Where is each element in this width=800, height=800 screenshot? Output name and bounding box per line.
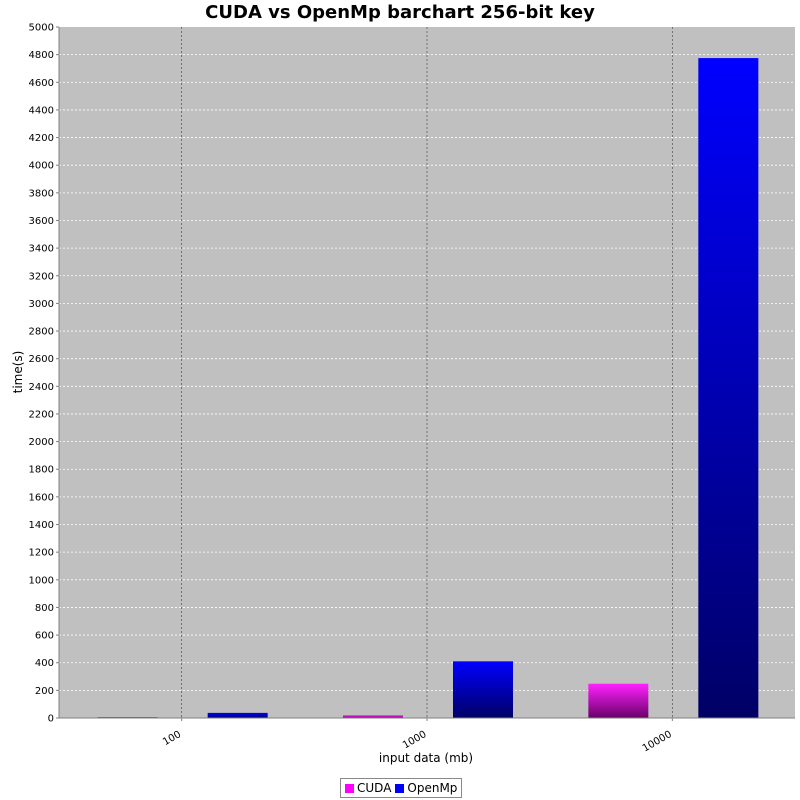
y-tick-label: 400 <box>35 658 54 669</box>
legend: CUDA OpenMp <box>340 778 463 798</box>
legend-swatch-cuda <box>345 783 354 793</box>
bars <box>97 58 759 719</box>
legend-label-openmp: OpenMp <box>407 781 458 795</box>
y-tick-label: 2200 <box>29 409 54 420</box>
y-tick-label: 800 <box>35 603 54 614</box>
x-ticks: 100 1000 10000 <box>161 718 674 755</box>
legend-swatch-openmp <box>395 783 405 793</box>
y-tick-label: 4400 <box>29 105 54 116</box>
y-tick-label: 4800 <box>29 50 54 61</box>
y-tick-label: 4200 <box>29 133 54 144</box>
y-tick-label: 2000 <box>29 437 54 448</box>
y-tick-label: 0 <box>48 714 54 725</box>
legend-item-cuda: CUDA <box>345 781 391 795</box>
chart-title: CUDA vs OpenMp barchart 256-bit key <box>205 2 595 23</box>
y-tick-label: 3400 <box>29 244 54 255</box>
y-tick-label: 3800 <box>29 188 54 199</box>
bar-openmp-10000 <box>698 58 759 719</box>
y-tick-label: 2600 <box>29 354 54 365</box>
bar-openmp-1000 <box>453 661 513 718</box>
y-tick-label: 3200 <box>29 271 54 282</box>
y-tick-label: 3600 <box>29 216 54 227</box>
bar-cuda-10000 <box>588 683 649 718</box>
y-tick-label: 600 <box>35 631 54 642</box>
bar-openmp-100 <box>207 712 268 718</box>
y-tick-label: 1400 <box>29 520 54 531</box>
y-tick-label: 1000 <box>29 575 54 586</box>
grid-lines <box>59 27 795 718</box>
y-tick-label: 3000 <box>29 299 54 310</box>
y-axis-label: time(s) <box>11 351 25 394</box>
legend-label-cuda: CUDA <box>357 781 392 795</box>
x-axis-label: input data (mb) <box>379 751 473 765</box>
y-tick-label: 2400 <box>29 382 54 393</box>
y-tick-label: 2800 <box>29 327 54 338</box>
y-tick-label: 4600 <box>29 78 54 89</box>
x-tick-label: 1000 <box>401 729 429 751</box>
y-ticks: 0 200 400 600 800 1000 1200 1400 1600 1800 2000 220… <box>29 23 59 725</box>
y-tick-label: 1800 <box>29 465 54 476</box>
y-tick-label: 5000 <box>29 23 54 34</box>
y-tick-label: 200 <box>35 686 54 697</box>
y-tick-label: 1200 <box>29 548 54 559</box>
x-tick-label: 10000 <box>641 729 674 754</box>
y-tick-label: 1600 <box>29 492 54 503</box>
x-tick-label: 100 <box>161 729 183 748</box>
bar-cuda-1000 <box>343 715 403 718</box>
legend-item-openmp: OpenMp <box>395 781 457 795</box>
y-tick-label: 4000 <box>29 161 54 172</box>
